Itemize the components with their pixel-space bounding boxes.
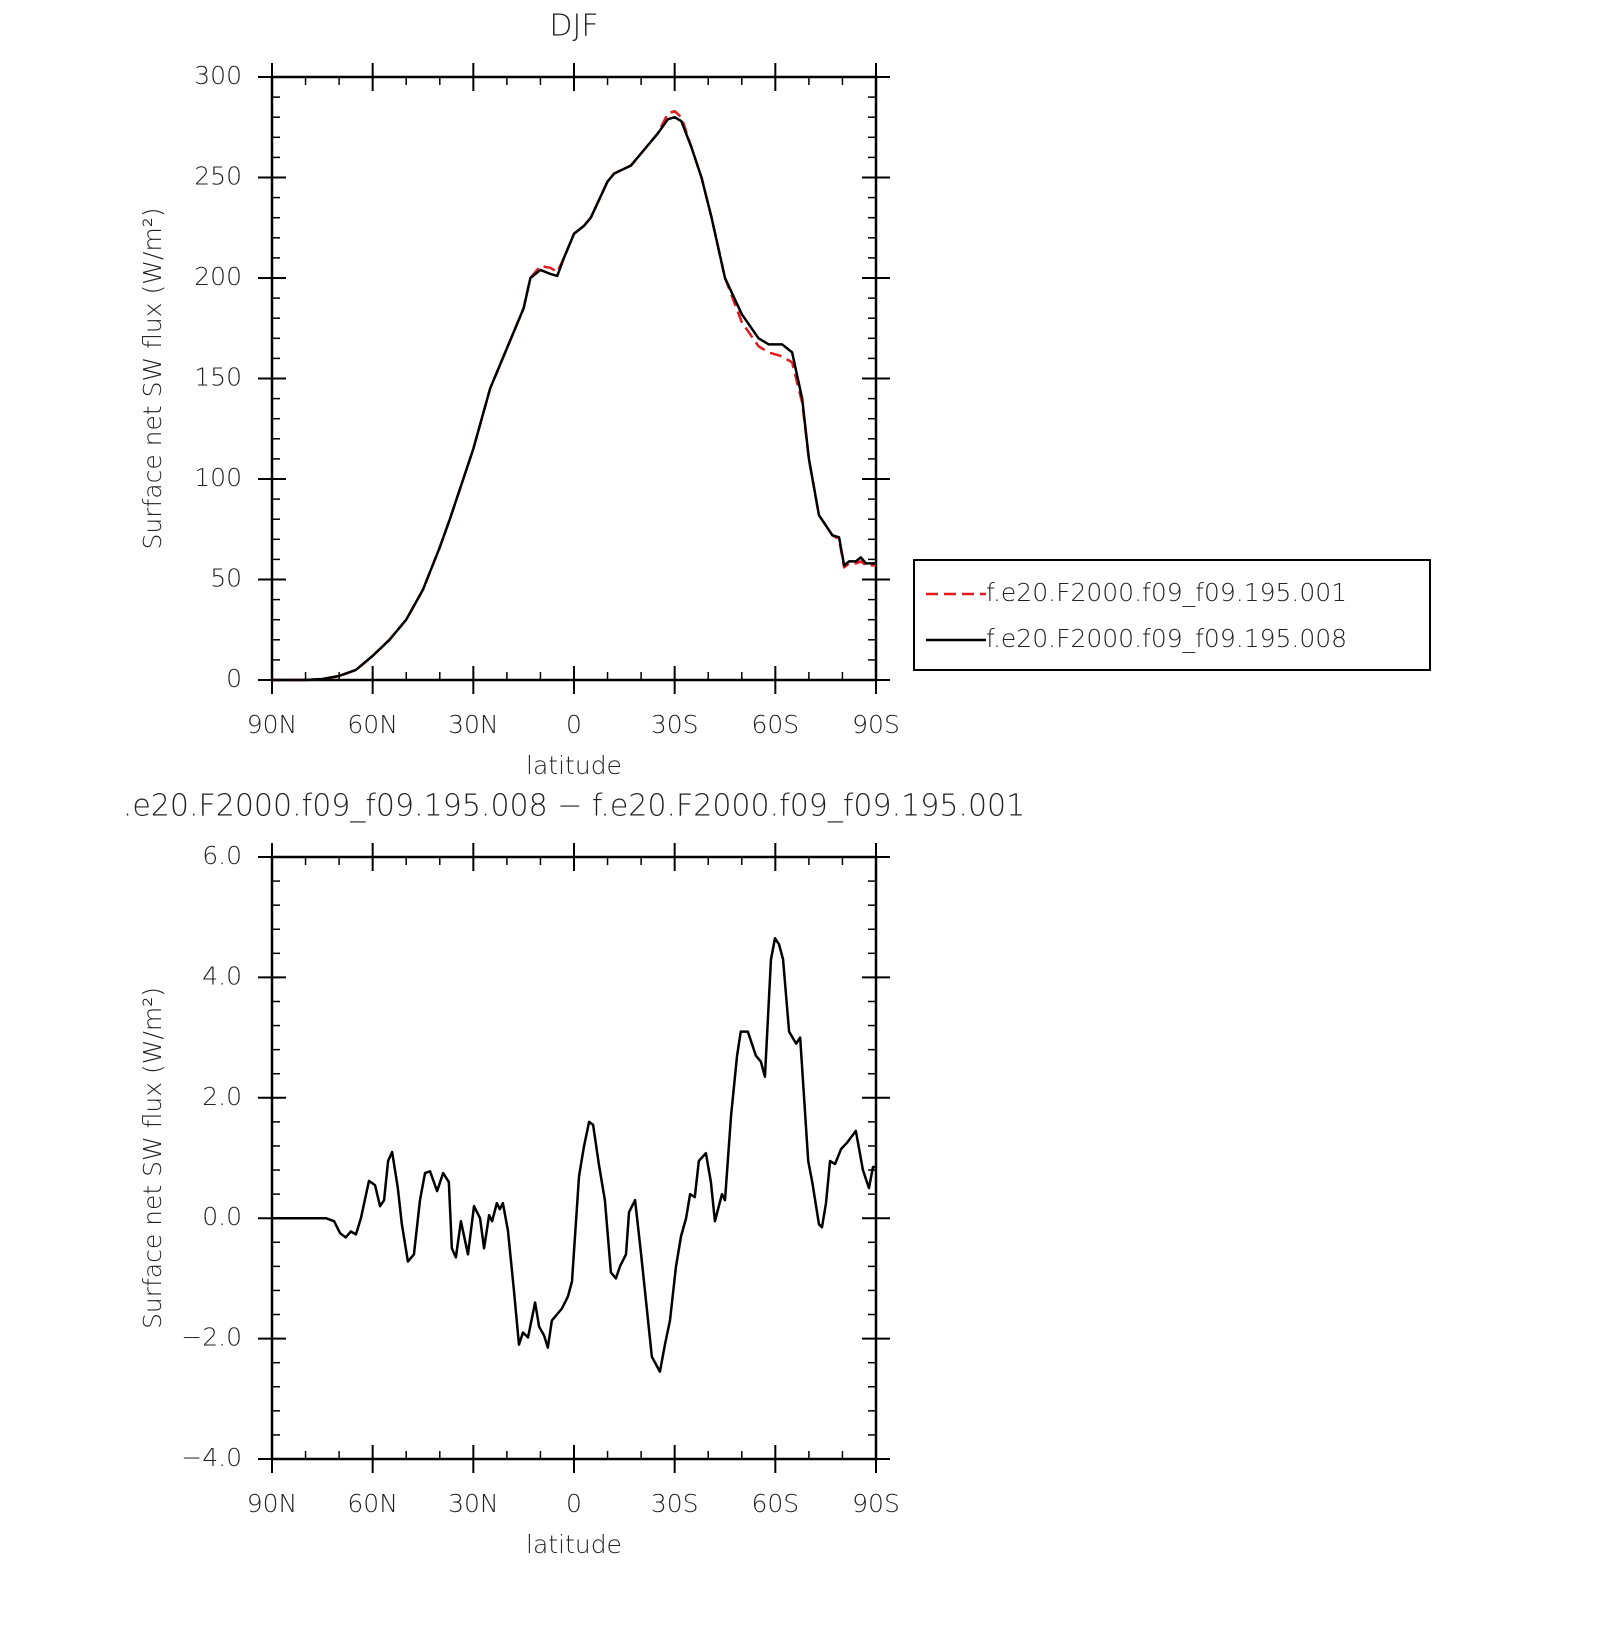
y-tick-label: 100 [194,463,242,492]
y-tick-label: 250 [194,162,242,191]
x-tick-label: 0 [566,1489,582,1518]
y-axis-label: Surface net SW flux (W/m²) [138,987,167,1329]
x-axis-label: latitude [526,1530,622,1559]
plot-frame [270,855,878,1461]
x-tick-label: 90S [852,1489,900,1518]
x-tick-label: 90N [247,710,298,739]
y-tick-label: −2.0 [181,1323,242,1352]
y-tick-label: 50 [210,564,242,593]
legend-label: f.e20.F2000.f09_f09.195.001 [986,578,1347,607]
x-tick-label: 30S [651,710,699,739]
y-tick-label: 2.0 [202,1082,242,1111]
y-tick-label: 150 [194,363,242,392]
y-tick-label: 0.0 [202,1202,242,1231]
y-tick-label: 200 [194,262,242,291]
x-tick-label: 0 [566,710,582,739]
x-tick-label: 60N [347,1489,398,1518]
chart-title: DJF [549,9,598,44]
x-tick-label: 90S [852,710,900,739]
legend-box [913,559,1431,671]
data-line [272,937,876,1373]
y-tick-label: 300 [194,61,242,90]
y-axis-label: Surface net SW flux (W/m²) [138,207,167,549]
plot-frame [270,75,878,682]
data-line [272,109,876,682]
y-tick-label: 4.0 [202,961,242,990]
x-tick-label: 30S [651,1489,699,1518]
x-tick-label: 30N [448,1489,499,1518]
x-axis-label: latitude [526,751,622,780]
x-tick-label: 60S [751,1489,799,1518]
x-tick-label: 30N [448,710,499,739]
data-line [272,115,876,682]
y-tick-label: −4.0 [181,1443,242,1472]
legend-label: f.e20.F2000.f09_f09.195.008 [986,624,1347,653]
chart-title: .e20.F2000.f09_f09.195.008 − f.e20.F2000… [123,789,1025,824]
y-tick-label: 6.0 [202,841,242,870]
x-tick-label: 60N [347,710,398,739]
x-tick-label: 60S [751,710,799,739]
y-tick-label: 0 [226,664,242,693]
x-tick-label: 90N [247,1489,298,1518]
